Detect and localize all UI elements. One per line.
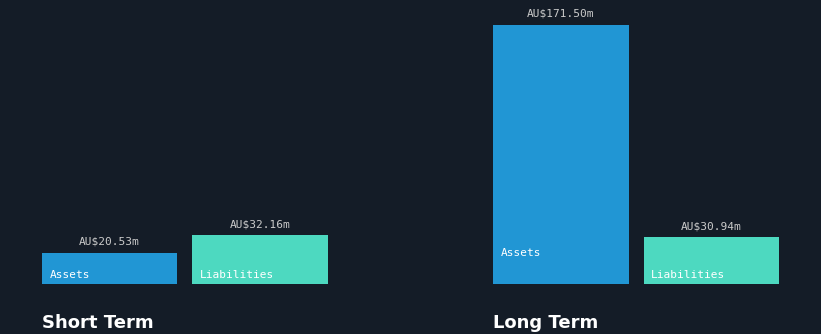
- Text: AU$20.53m: AU$20.53m: [79, 237, 140, 247]
- Bar: [644, 237, 779, 284]
- Text: Liabilities: Liabilities: [651, 270, 726, 280]
- Text: Assets: Assets: [501, 247, 541, 258]
- Text: Liabilities: Liabilities: [200, 270, 274, 280]
- Text: AU$32.16m: AU$32.16m: [230, 219, 291, 229]
- Bar: [42, 253, 177, 284]
- Bar: [192, 235, 328, 284]
- Text: Long Term: Long Term: [493, 314, 599, 332]
- Bar: [493, 25, 629, 284]
- Text: Assets: Assets: [49, 270, 89, 280]
- Text: Short Term: Short Term: [42, 314, 154, 332]
- Text: AU$30.94m: AU$30.94m: [681, 221, 742, 231]
- Text: AU$171.50m: AU$171.50m: [527, 9, 594, 19]
